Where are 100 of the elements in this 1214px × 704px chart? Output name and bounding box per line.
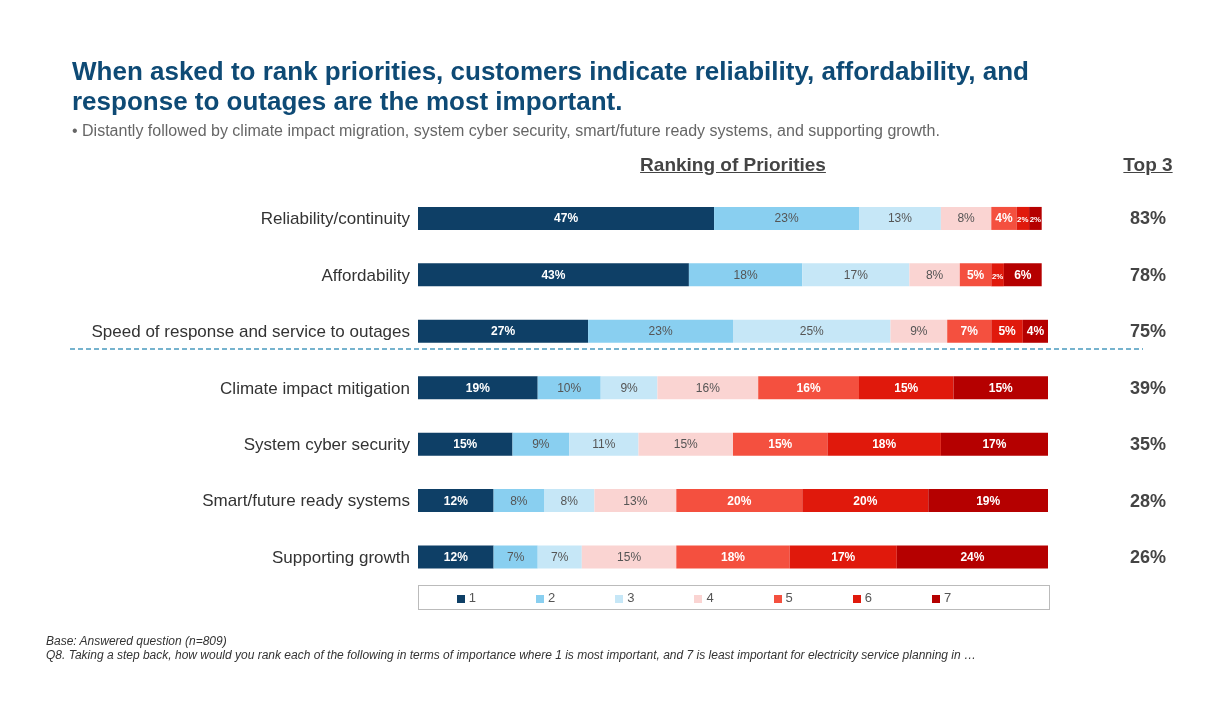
data-label: 7% bbox=[551, 550, 569, 564]
text: 26% bbox=[1129, 547, 1167, 567]
text: 39% bbox=[1129, 377, 1167, 398]
chart-subtitle: • Distantly followed by climate impact migration, system cyber security, smart/future ready systems, and supporting growth. bbox=[72, 122, 941, 140]
data-label: 18% bbox=[733, 267, 758, 282]
bar bbox=[537, 545, 582, 569]
data-label: 17% bbox=[843, 267, 869, 282]
data-label: 5% bbox=[998, 324, 1017, 339]
data-label: 17% bbox=[831, 550, 856, 564]
data-label: 20% bbox=[853, 493, 878, 508]
bar bbox=[512, 432, 570, 456]
data-label: 23% bbox=[648, 324, 673, 339]
data-label: 10% bbox=[557, 380, 582, 395]
data-label: 25% bbox=[799, 324, 825, 339]
text: 83% bbox=[1129, 208, 1167, 229]
data-label: 7% bbox=[960, 324, 979, 339]
text: 75% bbox=[1129, 321, 1167, 342]
y-tick-label: Smart/future ready systems bbox=[202, 491, 410, 511]
bar bbox=[594, 489, 677, 513]
legend-label: 6 bbox=[864, 590, 873, 605]
data-label: 9% bbox=[620, 380, 639, 395]
bar bbox=[714, 206, 859, 230]
data-label: 19% bbox=[465, 380, 491, 395]
y-tick-label: System cyber security bbox=[243, 434, 411, 454]
data-label: 15% bbox=[894, 380, 919, 395]
y-tick-label: Speed of response and service to outages bbox=[91, 322, 410, 342]
data-label: 18% bbox=[720, 550, 746, 564]
bar bbox=[676, 489, 803, 513]
data-label: 20% bbox=[727, 493, 752, 508]
data-label: 15% bbox=[988, 380, 1014, 395]
data-label: 12% bbox=[443, 493, 469, 508]
data-label: 12% bbox=[443, 550, 469, 564]
data-label: 15% bbox=[453, 437, 478, 452]
bar bbox=[859, 376, 954, 400]
bar bbox=[418, 432, 513, 456]
bar bbox=[537, 376, 601, 400]
legend-label: 1 bbox=[468, 590, 476, 605]
legend-label: 4 bbox=[706, 590, 714, 605]
bar bbox=[588, 319, 733, 343]
y-tick-label: Affordability bbox=[321, 265, 411, 285]
data-label: 27% bbox=[491, 324, 516, 339]
data-label: 8% bbox=[510, 493, 528, 508]
bar bbox=[676, 545, 790, 569]
bar bbox=[789, 545, 897, 569]
data-label: 8% bbox=[560, 493, 579, 508]
bar bbox=[940, 432, 1048, 456]
data-label: 18% bbox=[872, 437, 897, 452]
data-label: 9% bbox=[910, 324, 928, 339]
bar bbox=[802, 263, 910, 287]
data-label: 4% bbox=[1026, 324, 1045, 339]
bar bbox=[638, 432, 733, 456]
data-label: 13% bbox=[887, 211, 913, 226]
data-label: 17% bbox=[982, 437, 1007, 452]
bar bbox=[418, 545, 494, 569]
bar bbox=[657, 376, 759, 400]
text: Top 3 bbox=[1122, 154, 1174, 176]
data-label: 4% bbox=[995, 211, 1013, 226]
bar bbox=[688, 263, 803, 287]
bar bbox=[418, 319, 589, 343]
legend-label: 3 bbox=[627, 590, 635, 605]
data-label: 13% bbox=[623, 493, 648, 508]
data-label: 8% bbox=[925, 267, 944, 282]
bar bbox=[569, 432, 639, 456]
bar bbox=[896, 545, 1048, 569]
data-label: 16% bbox=[796, 380, 821, 395]
bar bbox=[758, 376, 859, 400]
bar bbox=[953, 376, 1048, 400]
bar bbox=[418, 489, 494, 513]
data-label: 9% bbox=[532, 437, 550, 452]
chart-title: When asked to rank priorities, customers indicate reliability, affordability, and response to outages are the most important. bbox=[72, 56, 1030, 116]
data-label: 6% bbox=[1014, 267, 1032, 282]
bar bbox=[418, 206, 715, 230]
bar bbox=[928, 489, 1048, 513]
text: Base: Answered question (n=809) bbox=[46, 634, 228, 648]
data-label: 15% bbox=[673, 437, 699, 452]
data-label: 7% bbox=[506, 550, 525, 564]
y-tick-label: Climate impact mitigation bbox=[220, 378, 410, 398]
data-label: 15% bbox=[617, 550, 642, 564]
data-label: 23% bbox=[774, 211, 799, 226]
x-axis-title: Ranking of Priorities bbox=[639, 154, 827, 176]
data-label: 47% bbox=[554, 211, 579, 226]
data-label: 19% bbox=[976, 493, 1001, 508]
bar bbox=[581, 545, 677, 569]
text: Q8. Taking a step back, how would you rank each of the following in terms of importance where 1 is most important, and 7 is least important for electricity service planning in … bbox=[46, 648, 977, 662]
bar bbox=[733, 319, 891, 343]
bar bbox=[493, 489, 544, 513]
data-label: 24% bbox=[960, 550, 985, 564]
bar bbox=[418, 263, 689, 287]
bar bbox=[600, 376, 658, 400]
data-label: 15% bbox=[768, 437, 793, 452]
legend-label: 2 bbox=[547, 590, 556, 605]
data-label: 16% bbox=[695, 380, 721, 395]
y-tick-label: Supporting growth bbox=[272, 547, 410, 567]
legend-label: 7 bbox=[944, 590, 952, 605]
text: 78% bbox=[1129, 264, 1167, 285]
bar bbox=[909, 263, 960, 287]
bar bbox=[418, 376, 538, 400]
data-label: 43% bbox=[541, 267, 566, 282]
bar bbox=[859, 206, 941, 230]
legend-label: 5 bbox=[785, 590, 793, 605]
